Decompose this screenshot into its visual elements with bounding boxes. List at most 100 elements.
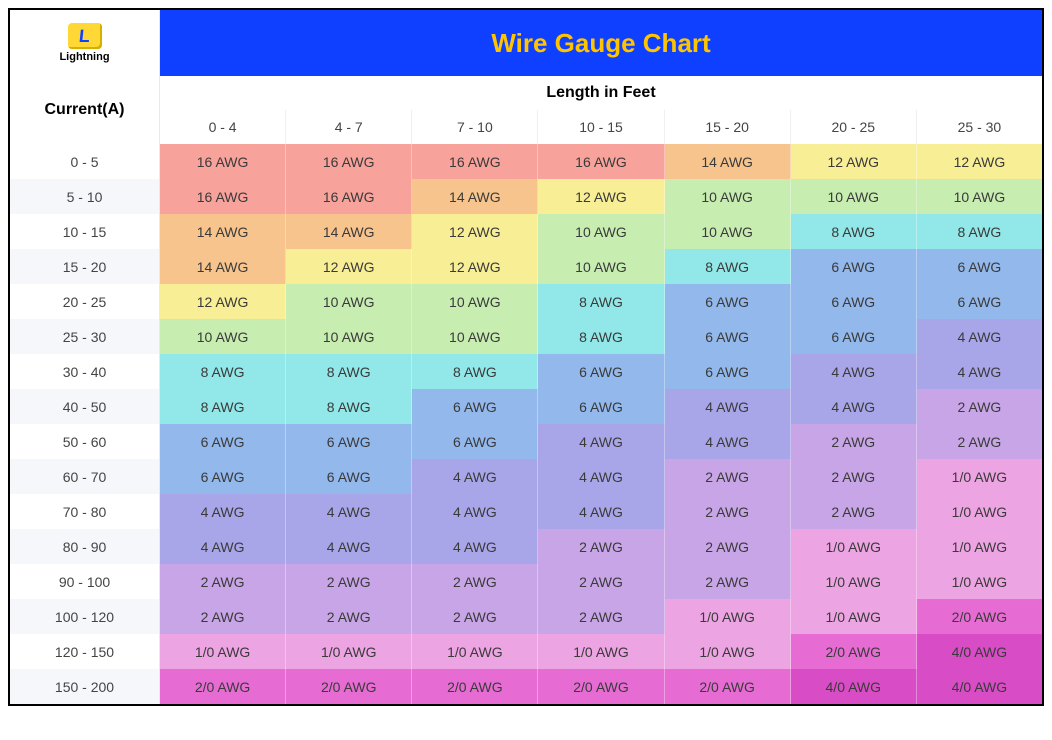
gauge-cell: 2 AWG [160, 599, 286, 634]
gauge-cell: 16 AWG [286, 179, 412, 214]
gauge-cell: 1/0 AWG [791, 564, 917, 599]
gauge-cell: 2 AWG [412, 564, 538, 599]
gauge-cell: 16 AWG [412, 144, 538, 179]
gauge-cell: 4/0 AWG [791, 669, 917, 704]
gauge-cell: 6 AWG [538, 354, 664, 389]
gauge-cell: 8 AWG [538, 284, 664, 319]
gauge-cell: 2/0 AWG [412, 669, 538, 704]
gauge-cell: 6 AWG [286, 424, 412, 459]
table-row: 40 - 508 AWG8 AWG6 AWG6 AWG4 AWG4 AWG2 A… [10, 389, 1042, 424]
gauge-cell: 2/0 AWG [160, 669, 286, 704]
table-row: 150 - 2002/0 AWG2/0 AWG2/0 AWG2/0 AWG2/0… [10, 669, 1042, 704]
gauge-cell: 4 AWG [791, 354, 917, 389]
current-range-cell: 90 - 100 [10, 564, 160, 599]
gauge-cell: 6 AWG [160, 459, 286, 494]
gauge-cell: 2 AWG [665, 494, 791, 529]
gauge-cell: 16 AWG [286, 144, 412, 179]
gauge-cell: 4 AWG [286, 529, 412, 564]
current-range-cell: 40 - 50 [10, 389, 160, 424]
gauge-cell: 10 AWG [791, 179, 917, 214]
wire-gauge-chart: L Lightning Wire Gauge Chart Current(A) … [8, 8, 1044, 706]
gauge-cell: 6 AWG [412, 389, 538, 424]
gauge-cell: 1/0 AWG [412, 634, 538, 669]
gauge-cell: 4 AWG [160, 494, 286, 529]
gauge-cell: 6 AWG [160, 424, 286, 459]
gauge-cell: 2 AWG [160, 564, 286, 599]
gauge-cell: 1/0 AWG [286, 634, 412, 669]
gauge-cell: 14 AWG [412, 179, 538, 214]
gauge-cell: 8 AWG [286, 389, 412, 424]
gauge-cell: 6 AWG [538, 389, 664, 424]
current-range-cell: 0 - 5 [10, 144, 160, 179]
current-range-cell: 150 - 200 [10, 669, 160, 704]
table-row: 100 - 1202 AWG2 AWG2 AWG2 AWG1/0 AWG1/0 … [10, 599, 1042, 634]
gauge-cell: 12 AWG [286, 249, 412, 284]
gauge-cell: 2 AWG [286, 564, 412, 599]
current-range-cell: 25 - 30 [10, 319, 160, 354]
chart-title: Wire Gauge Chart [160, 10, 1042, 76]
gauge-cell: 4 AWG [665, 389, 791, 424]
gauge-cell: 2 AWG [412, 599, 538, 634]
table-row: 5 - 1016 AWG16 AWG14 AWG12 AWG10 AWG10 A… [10, 179, 1042, 214]
gauge-cell: 6 AWG [665, 354, 791, 389]
table-row: 70 - 804 AWG4 AWG4 AWG4 AWG2 AWG2 AWG1/0… [10, 494, 1042, 529]
gauge-cell: 4 AWG [538, 459, 664, 494]
gauge-cell: 2/0 AWG [791, 634, 917, 669]
gauge-cell: 1/0 AWG [665, 634, 791, 669]
column-header: 10 - 15 [538, 110, 664, 144]
gauge-cell: 8 AWG [917, 214, 1042, 249]
gauge-cell: 12 AWG [412, 249, 538, 284]
gauge-cell: 1/0 AWG [665, 599, 791, 634]
gauge-cell: 4 AWG [286, 494, 412, 529]
lightning-icon: L [68, 23, 102, 49]
current-axis-label: Current(A) [10, 76, 160, 144]
column-header: 0 - 4 [160, 110, 286, 144]
gauge-cell: 8 AWG [160, 354, 286, 389]
table-row: 15 - 2014 AWG12 AWG12 AWG10 AWG8 AWG6 AW… [10, 249, 1042, 284]
gauge-cell: 1/0 AWG [791, 599, 917, 634]
column-header: 15 - 20 [665, 110, 791, 144]
gauge-cell: 1/0 AWG [791, 529, 917, 564]
length-axis-label: Length in Feet [160, 76, 1042, 110]
gauge-cell: 4/0 AWG [917, 634, 1042, 669]
gauge-cell: 4 AWG [917, 319, 1042, 354]
table-row: 90 - 1002 AWG2 AWG2 AWG2 AWG2 AWG1/0 AWG… [10, 564, 1042, 599]
gauge-cell: 8 AWG [538, 319, 664, 354]
gauge-cell: 12 AWG [538, 179, 664, 214]
gauge-cell: 6 AWG [665, 284, 791, 319]
gauge-cell: 6 AWG [917, 284, 1042, 319]
gauge-cell: 4 AWG [412, 459, 538, 494]
column-header: 7 - 10 [412, 110, 538, 144]
gauge-cell: 10 AWG [286, 284, 412, 319]
axis-header-row: Current(A) Length in Feet 0 - 44 - 77 - … [10, 76, 1042, 144]
gauge-cell: 2 AWG [791, 459, 917, 494]
table-row: 120 - 1501/0 AWG1/0 AWG1/0 AWG1/0 AWG1/0… [10, 634, 1042, 669]
table-row: 20 - 2512 AWG10 AWG10 AWG8 AWG6 AWG6 AWG… [10, 284, 1042, 319]
gauge-cell: 2 AWG [665, 564, 791, 599]
gauge-cell: 8 AWG [160, 389, 286, 424]
gauge-cell: 2 AWG [538, 529, 664, 564]
gauge-cell: 1/0 AWG [160, 634, 286, 669]
table-row: 50 - 606 AWG6 AWG6 AWG4 AWG4 AWG2 AWG2 A… [10, 424, 1042, 459]
current-range-cell: 30 - 40 [10, 354, 160, 389]
gauge-cell: 10 AWG [665, 179, 791, 214]
gauge-cell: 2/0 AWG [538, 669, 664, 704]
gauge-cell: 2 AWG [538, 564, 664, 599]
gauge-cell: 4 AWG [791, 389, 917, 424]
gauge-cell: 12 AWG [917, 144, 1042, 179]
gauge-cell: 6 AWG [665, 319, 791, 354]
gauge-cell: 1/0 AWG [917, 529, 1042, 564]
gauge-cell: 10 AWG [665, 214, 791, 249]
gauge-cell: 2 AWG [538, 599, 664, 634]
gauge-cell: 16 AWG [538, 144, 664, 179]
gauge-cell: 1/0 AWG [538, 634, 664, 669]
current-range-cell: 5 - 10 [10, 179, 160, 214]
current-range-cell: 120 - 150 [10, 634, 160, 669]
gauge-cell: 6 AWG [412, 424, 538, 459]
gauge-cell: 10 AWG [412, 284, 538, 319]
gauge-cell: 4 AWG [538, 424, 664, 459]
table-row: 80 - 904 AWG4 AWG4 AWG2 AWG2 AWG1/0 AWG1… [10, 529, 1042, 564]
gauge-cell: 2 AWG [286, 599, 412, 634]
current-range-cell: 50 - 60 [10, 424, 160, 459]
current-range-cell: 20 - 25 [10, 284, 160, 319]
